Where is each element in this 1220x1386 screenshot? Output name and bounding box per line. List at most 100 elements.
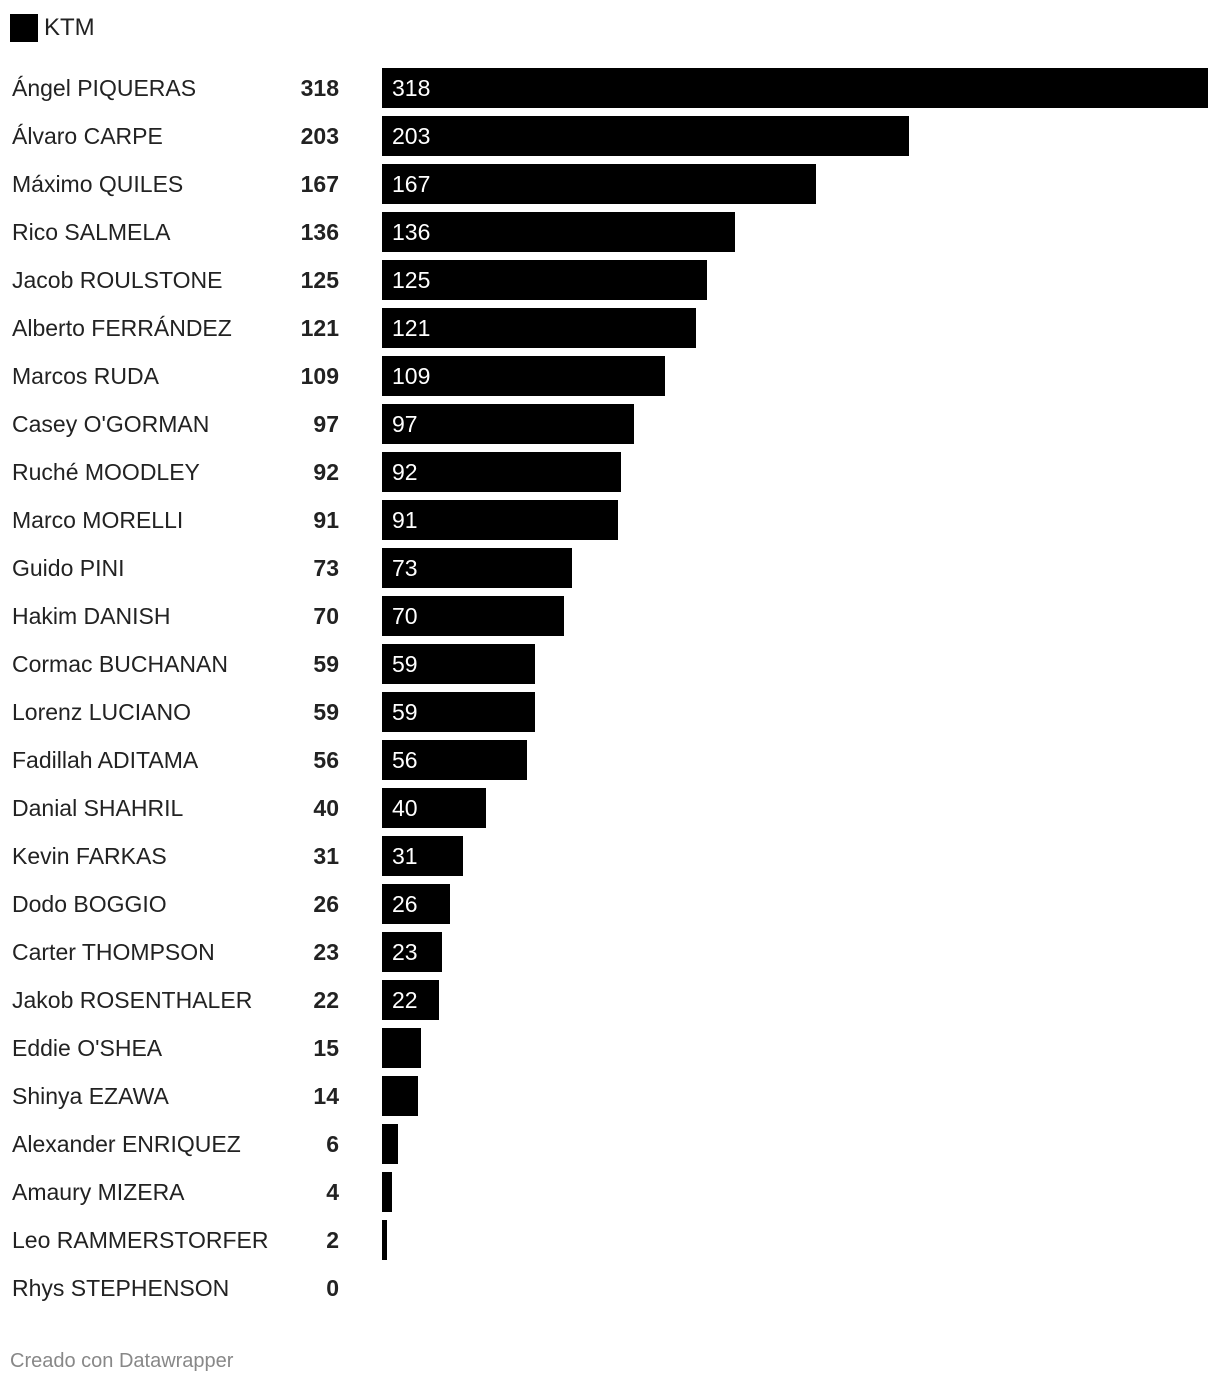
value-label: 125 [300,267,339,293]
bar-data-label: 92 [392,459,418,485]
bar-data-label: 23 [392,939,418,965]
category-label: Casey O'GORMAN [12,411,210,437]
category-label: Alexander ENRIQUEZ [12,1131,241,1157]
value-label: 318 [300,75,339,101]
bar [382,1124,398,1164]
value-label: 56 [313,747,339,773]
bar-track [382,1028,1208,1068]
bar-chart: Ángel PIQUERAS 318 318 Álvaro CARPE 203 203 Má… [0,68,1220,1316]
chart-row: Casey O'GORMAN 97 97 [0,404,1220,444]
category-label: Shinya EZAWA [12,1083,169,1109]
chart-row: Marco MORELLI 91 91 [0,500,1220,540]
category-label: Carter THOMPSON [12,939,215,965]
category-label: Marcos RUDA [12,363,159,389]
bar: 26 [382,884,450,924]
value-label: 109 [300,363,339,389]
bar-track [382,1268,1208,1308]
category-label: Marco MORELLI [12,507,184,533]
chart-row: Lorenz LUCIANO 59 59 [0,692,1220,732]
bar: 167 [382,164,816,204]
bar-track: 125 [382,260,1208,300]
category-label: Máximo QUILES [12,171,184,197]
bar-data-label: 121 [392,315,431,341]
chart-row: Danial SHAHRIL 40 40 [0,788,1220,828]
category-label: Álvaro CARPE [12,123,163,149]
chart-row: Carter THOMPSON 23 23 [0,932,1220,972]
value-label: 4 [326,1179,339,1205]
bar-data-label: 26 [392,891,418,917]
value-label: 2 [326,1227,339,1253]
bar: 40 [382,788,486,828]
bar-track: 56 [382,740,1208,780]
bar-data-label: 59 [392,651,418,677]
bar: 56 [382,740,527,780]
bar: 70 [382,596,564,636]
bar-track: 109 [382,356,1208,396]
category-label: Jakob ROSENTHALER [12,987,253,1013]
bar-data-label: 125 [392,267,431,293]
bar-track: 97 [382,404,1208,444]
bar-track [382,1172,1208,1212]
bar-data-label: 73 [392,555,418,581]
chart-row: Hakim DANISH 70 70 [0,596,1220,636]
chart-row: Kevin FARKAS 31 31 [0,836,1220,876]
chart-row: Jacob ROULSTONE 125 125 [0,260,1220,300]
bar-data-label: 91 [392,507,418,533]
chart-row: Eddie O'SHEA 15 [0,1028,1220,1068]
bar-track [382,1076,1208,1116]
value-label: 70 [313,603,339,629]
bar-track: 59 [382,692,1208,732]
bar-track: 167 [382,164,1208,204]
chart-row: Jakob ROSENTHALER 22 22 [0,980,1220,1020]
bar-track: 70 [382,596,1208,636]
chart-row: Máximo QUILES 167 167 [0,164,1220,204]
category-label: Kevin FARKAS [12,843,167,869]
chart-row: Rhys STEPHENSON 0 [0,1268,1220,1308]
category-label: Dodo BOGGIO [12,891,167,917]
category-label: Cormac BUCHANAN [12,651,228,677]
bar-data-label: 40 [392,795,418,821]
bar: 59 [382,644,535,684]
bar-track: 26 [382,884,1208,924]
category-label: Danial SHAHRIL [12,795,184,821]
value-label: 15 [313,1035,339,1061]
value-label: 97 [313,411,339,437]
category-label: Eddie O'SHEA [12,1035,163,1061]
bar: 23 [382,932,442,972]
value-label: 203 [300,123,339,149]
category-label: Rico SALMELA [12,219,171,245]
category-label: Jacob ROULSTONE [12,267,223,293]
bar [382,1028,421,1068]
value-label: 31 [313,843,339,869]
chart-row: Ruché MOODLEY 92 92 [0,452,1220,492]
chart-row: Marcos RUDA 109 109 [0,356,1220,396]
category-label: Alberto FERRÁNDEZ [12,315,232,341]
bar: 73 [382,548,572,588]
bar-data-label: 203 [392,123,431,149]
chart-row: Fadillah ADITAMA 56 56 [0,740,1220,780]
bar-track: 318 [382,68,1208,108]
bar-track: 203 [382,116,1208,156]
bar-data-label: 97 [392,411,418,437]
value-label: 40 [313,795,339,821]
value-label: 23 [313,939,339,965]
category-label: Fadillah ADITAMA [12,747,199,773]
bar: 121 [382,308,696,348]
value-label: 91 [313,507,339,533]
bar: 92 [382,452,621,492]
chart-row: Alexander ENRIQUEZ 6 [0,1124,1220,1164]
value-label: 59 [313,699,339,725]
bar [382,1172,392,1212]
bar-data-label: 56 [392,747,418,773]
bar [382,1076,418,1116]
chart-row: Rico SALMELA 136 136 [0,212,1220,252]
legend-swatch [10,14,38,42]
chart-row: Álvaro CARPE 203 203 [0,116,1220,156]
value-label: 167 [300,171,339,197]
bar-track: 136 [382,212,1208,252]
category-label: Rhys STEPHENSON [12,1275,230,1301]
bar-track [382,1220,1208,1260]
bar-data-label: 59 [392,699,418,725]
category-label: Hakim DANISH [12,603,171,629]
bar: 125 [382,260,707,300]
